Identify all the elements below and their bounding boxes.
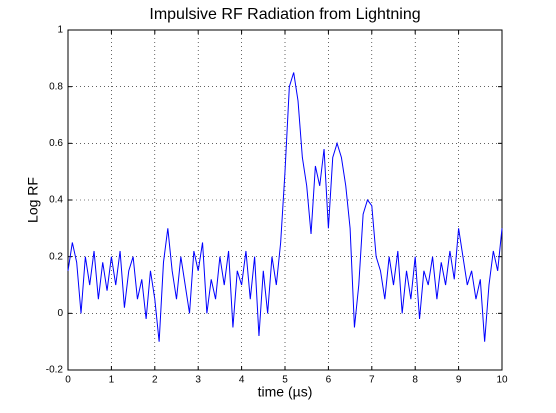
x-tick-label: 4	[239, 375, 245, 386]
x-tick-label: 9	[456, 375, 462, 386]
x-tick-label: 7	[369, 375, 375, 386]
plot-frame	[67, 29, 503, 371]
data-line	[67, 72, 503, 342]
y-tick-label: -0.2	[46, 365, 64, 376]
x-tick-label: 5	[282, 375, 288, 386]
y-tick-label: 1	[57, 25, 63, 36]
x-tick-label: 3	[195, 375, 201, 386]
y-tick-label: 0.2	[49, 251, 63, 262]
y-tick-label: 0.8	[49, 81, 63, 92]
x-axis-label: time (µs)	[258, 384, 313, 400]
x-tick-label: 2	[152, 375, 158, 386]
chart-title: Impulsive RF Radiation from Lightning	[149, 6, 420, 23]
x-tick-label: 8	[412, 375, 418, 386]
y-tick-label: 0.6	[49, 138, 63, 149]
y-axis-label: Log RF	[25, 177, 41, 223]
x-tick-label: 0	[65, 375, 71, 386]
x-tick-label: 10	[496, 375, 508, 386]
y-tick-label: 0	[57, 308, 63, 319]
x-tick-label: 1	[109, 375, 115, 386]
x-tick-label: 6	[326, 375, 332, 386]
y-tick-label: 0.4	[49, 195, 63, 206]
